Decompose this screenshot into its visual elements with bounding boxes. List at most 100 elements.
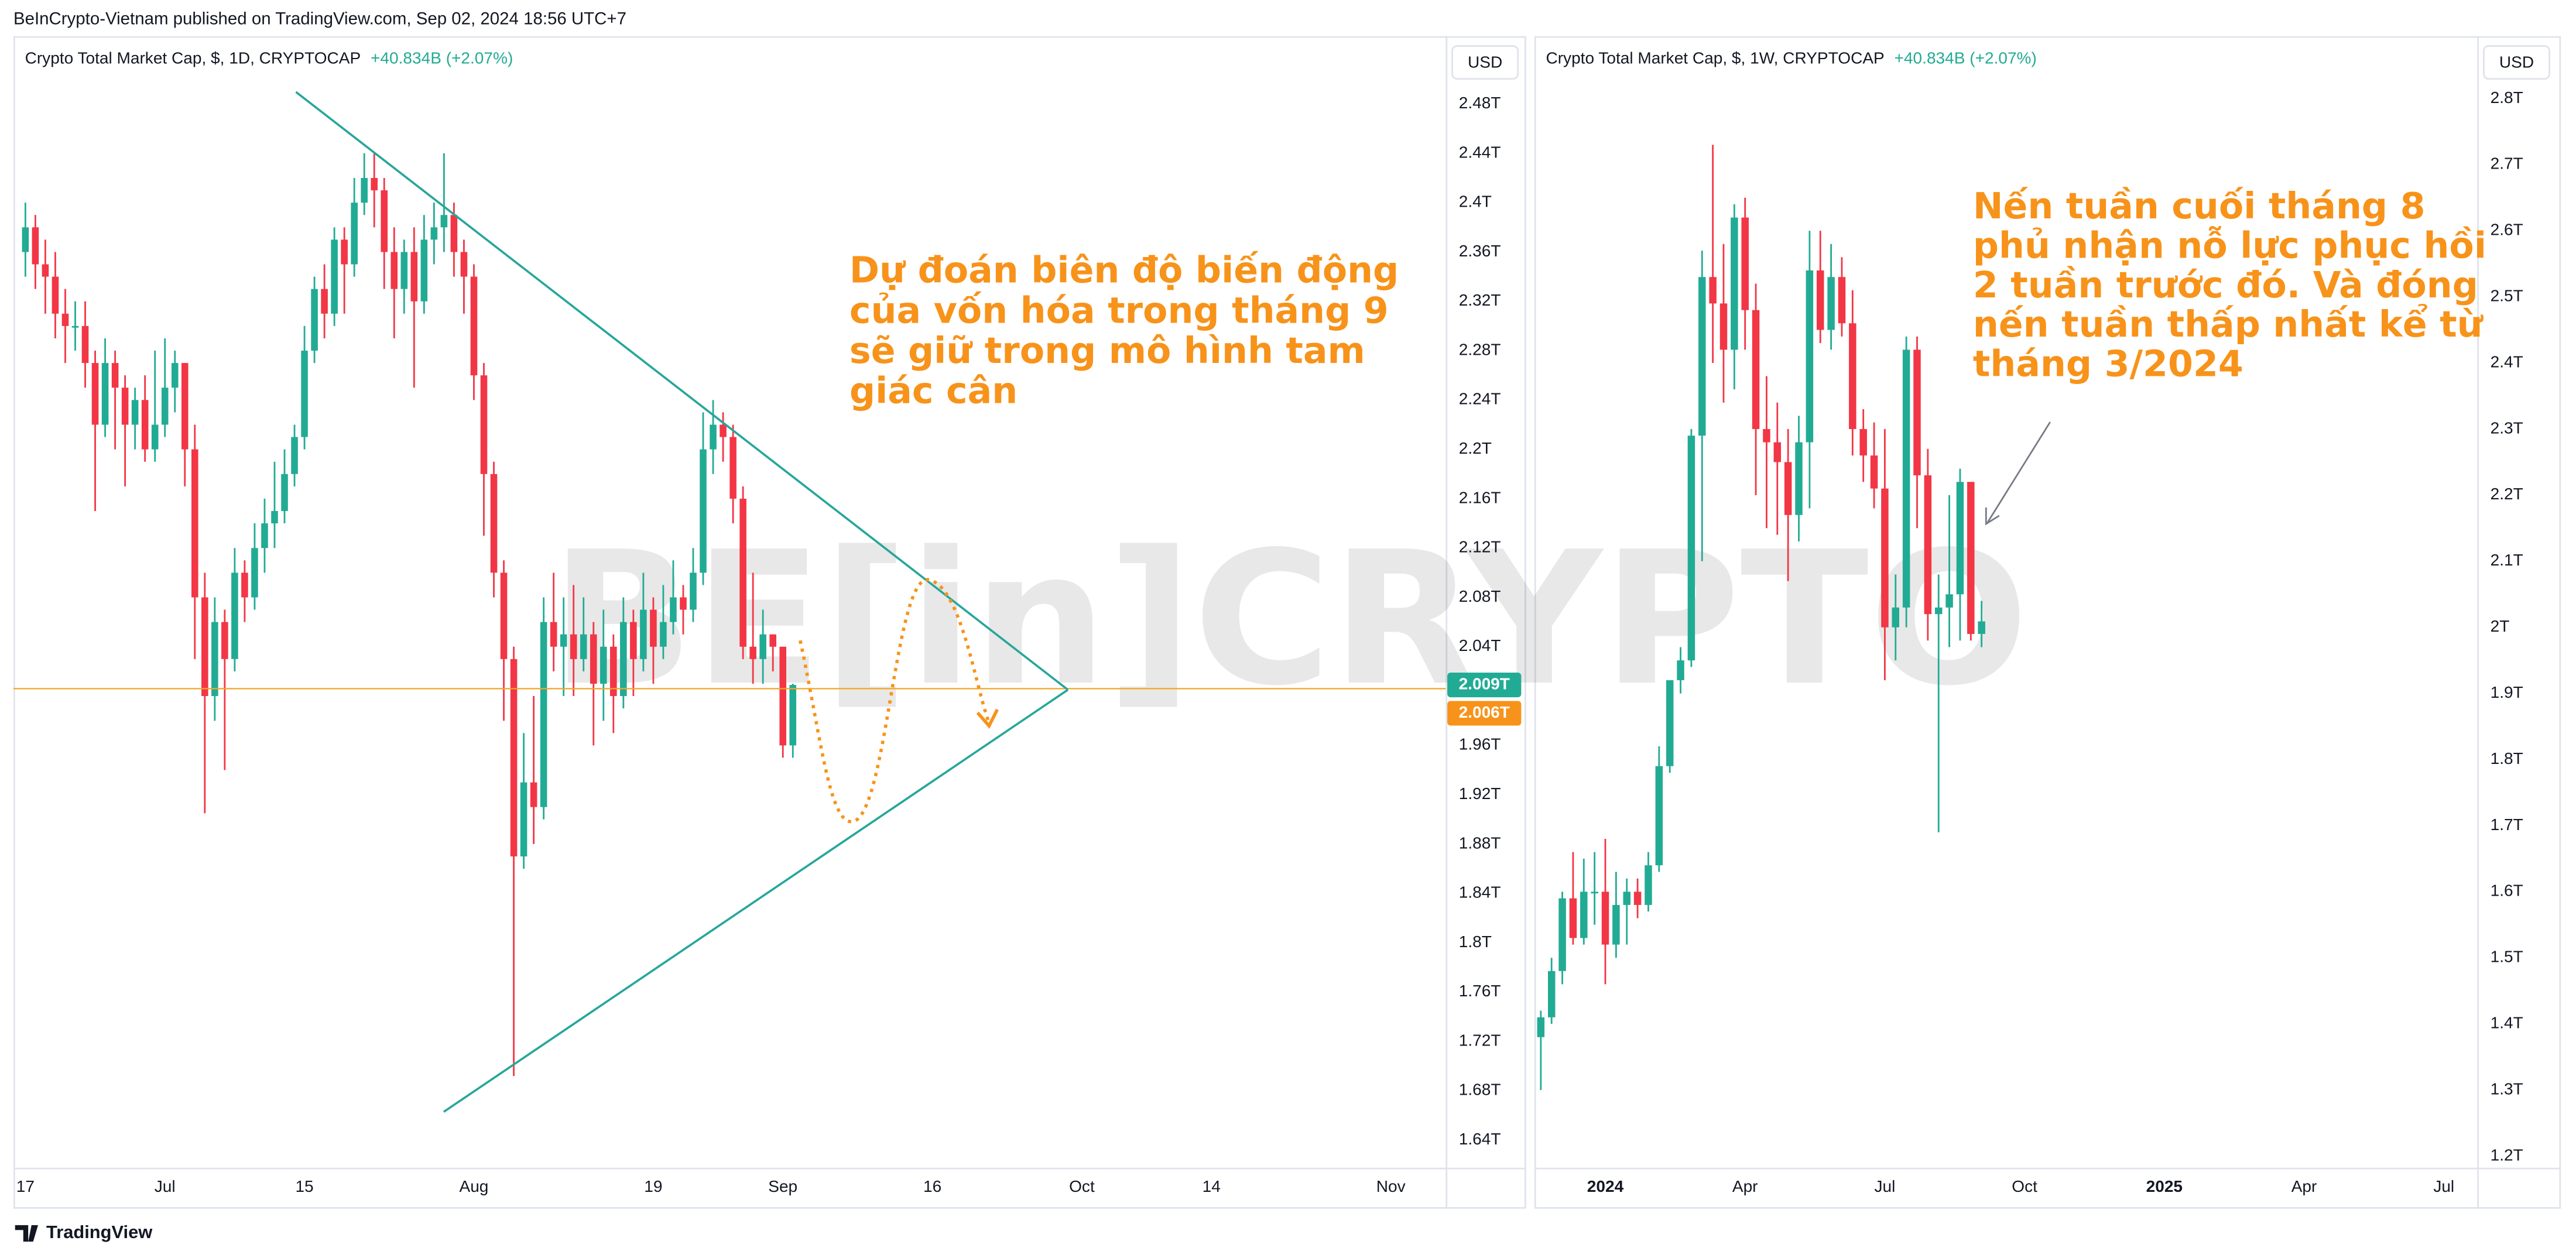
candle-body xyxy=(1687,436,1695,661)
candle-body xyxy=(171,363,179,388)
candle-body xyxy=(231,573,238,659)
candle-body xyxy=(1773,442,1782,462)
candle-body xyxy=(430,227,438,240)
candle-body xyxy=(470,276,478,376)
panel-frame xyxy=(1534,36,2561,1209)
y-tick-label: 1.9T xyxy=(2491,683,2523,701)
y-tick-label: 1.64T xyxy=(1459,1130,1501,1148)
annotation-arrowhead xyxy=(1985,507,2000,526)
candle-body xyxy=(1924,475,1932,615)
legend-title: Crypto Total Market Cap, $, 1D, CRYPTOCA… xyxy=(25,49,361,67)
line-price-label: 2.006T xyxy=(1459,703,1510,721)
projection-arrow xyxy=(976,708,999,729)
y-tick-label: 1.76T xyxy=(1459,982,1501,1000)
candle-body xyxy=(530,782,537,807)
candle-body xyxy=(650,609,657,647)
annotation-text: tháng 3/2024 xyxy=(1973,342,2243,385)
candle-body xyxy=(1859,429,1867,456)
candle-body xyxy=(720,424,727,437)
annotation-text: nến tuần thấp nhất kể từ xyxy=(1973,303,2484,345)
candle-body xyxy=(271,510,278,524)
candle-body xyxy=(181,363,189,450)
x-tick-label: Jul xyxy=(155,1177,176,1195)
candle-body xyxy=(1698,277,1706,436)
x-tick-label: Nov xyxy=(1376,1177,1406,1195)
candle-body xyxy=(141,400,149,450)
candle-body xyxy=(1601,892,1609,945)
candle-body xyxy=(600,646,607,684)
candle-body xyxy=(211,622,218,697)
x-tick-label: Apr xyxy=(1732,1177,1758,1195)
candle-body xyxy=(331,239,338,314)
y-tick-label: 1.92T xyxy=(1459,784,1501,803)
annotation-text: phủ nhận nỗ lực phục hồi xyxy=(1973,224,2486,266)
candle-body xyxy=(400,252,408,289)
candle-body xyxy=(61,313,69,326)
header: BeInCrypto-Vietnam published on TradingV… xyxy=(13,9,626,28)
candle-body xyxy=(700,449,707,573)
candle-body xyxy=(590,634,597,684)
y-tick-label: 1.96T xyxy=(1459,735,1501,753)
y-tick-label: 1.88T xyxy=(1459,834,1501,852)
candle-body xyxy=(710,424,717,450)
candle-body xyxy=(1913,349,1921,475)
candle-body xyxy=(1569,898,1577,938)
candle-body xyxy=(560,634,567,647)
candle-body xyxy=(739,498,746,647)
candle-body xyxy=(620,622,627,697)
candle-body xyxy=(460,252,468,277)
candle-body xyxy=(1623,892,1630,905)
trend-line xyxy=(443,688,1069,1113)
candle-body xyxy=(1978,621,1985,634)
candle-body xyxy=(52,276,59,314)
candle-body xyxy=(81,325,89,364)
candle-body xyxy=(779,646,787,746)
chart-layer: Crypto Total Market Cap, $, 1D, CRYPTOCA… xyxy=(13,45,2551,1195)
candle-body xyxy=(1719,303,1728,350)
candle-body xyxy=(390,252,398,289)
candle-body xyxy=(1591,892,1598,894)
candle-body xyxy=(1838,277,1846,324)
y-tick-label: 1.3T xyxy=(2491,1079,2523,1098)
x-tick-label: Oct xyxy=(2012,1177,2037,1195)
candle-body xyxy=(371,178,378,191)
y-tick-label: 1.72T xyxy=(1459,1031,1501,1049)
y-tick-label: 1.8T xyxy=(2491,749,2523,767)
y-tick-label: 2.1T xyxy=(2491,551,2523,569)
candle-body xyxy=(151,424,159,450)
x-tick-label: Sep xyxy=(768,1177,797,1195)
candle-body xyxy=(1580,892,1588,938)
x-tick-label: Oct xyxy=(1069,1177,1095,1195)
x-tick-label: 19 xyxy=(644,1177,662,1195)
candle-body xyxy=(1827,277,1835,330)
candle-body xyxy=(1741,217,1749,310)
candle-body xyxy=(311,289,318,351)
candle-body xyxy=(1645,865,1652,905)
y-tick-label: 1.68T xyxy=(1459,1081,1501,1099)
line-price-box xyxy=(1447,701,1522,726)
candle-body xyxy=(440,215,448,228)
annotation-text: sẽ giữ trong mô hình tam xyxy=(849,330,1365,372)
candle-body xyxy=(1677,660,1684,680)
trend-line xyxy=(295,91,1069,691)
candle-body xyxy=(520,782,527,856)
y-tick-label: 1.2T xyxy=(2491,1146,2523,1164)
y-tick-label: 1.7T xyxy=(2491,815,2523,834)
candle-body xyxy=(1547,971,1556,1017)
candle-body xyxy=(281,474,288,511)
candle-body xyxy=(490,474,498,573)
candle-body xyxy=(131,400,139,425)
candle-body xyxy=(221,622,228,659)
candle-body xyxy=(1558,898,1566,971)
candle-body xyxy=(261,523,268,549)
panel-frame xyxy=(13,36,1526,1209)
y-tick-label: 2.44T xyxy=(1459,143,1501,161)
y-tick-label: 2.48T xyxy=(1459,94,1501,112)
candle-body xyxy=(1849,323,1856,429)
candle-body xyxy=(121,388,129,425)
candle-body xyxy=(1902,349,1910,608)
y-tick-label: 2.7T xyxy=(2491,155,2523,173)
candle-body xyxy=(1956,482,1964,595)
x-tick-label: Apr xyxy=(2291,1177,2317,1195)
candle-body xyxy=(1967,482,1975,634)
